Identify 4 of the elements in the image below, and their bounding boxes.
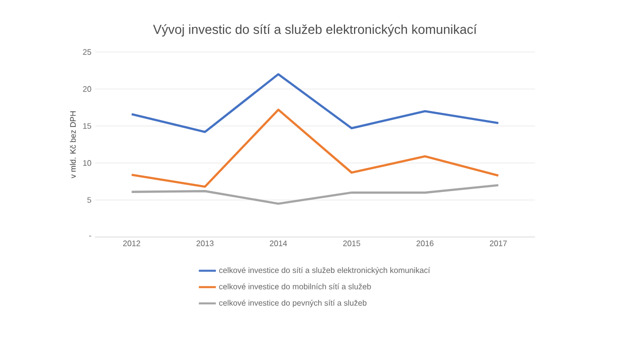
chart-title: Vývoj investic do sítí a služeb elektronických komunikací bbox=[153, 24, 477, 37]
line-series bbox=[130, 108, 500, 188]
line-series bbox=[130, 184, 500, 205]
line-series bbox=[130, 73, 500, 134]
